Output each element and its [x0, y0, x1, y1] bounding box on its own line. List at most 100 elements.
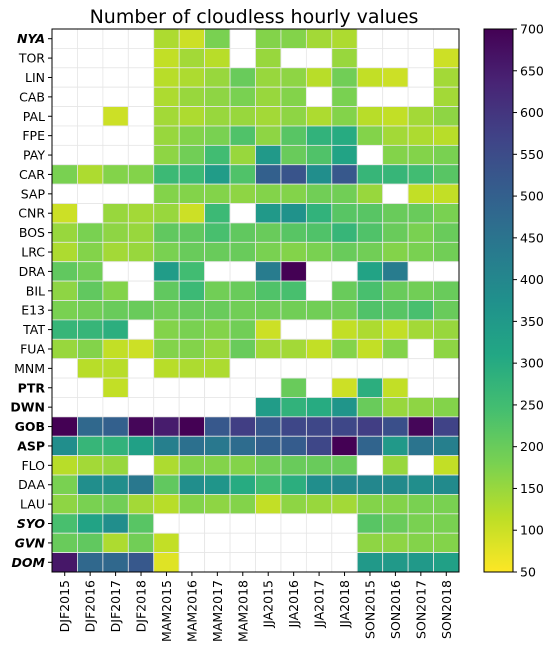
heatmap-cell — [153, 280, 180, 301]
heatmap-cell — [77, 222, 104, 243]
heatmap-cell — [433, 358, 460, 379]
heatmap-cell — [51, 358, 78, 379]
heatmap-cell — [255, 203, 282, 224]
heatmap-cell — [127, 203, 155, 224]
heatmap-cell — [229, 125, 256, 146]
heatmap-cell — [229, 86, 256, 107]
heatmap-cell — [77, 552, 104, 573]
heatmap-cell — [382, 319, 409, 340]
heatmap-cell — [204, 494, 231, 515]
heatmap-cell — [204, 164, 231, 185]
heatmap-cell — [102, 125, 129, 146]
heatmap-cell — [153, 183, 180, 204]
heatmap-cell — [204, 28, 231, 49]
heatmap-cell — [382, 455, 409, 476]
heatmap-cell — [433, 494, 460, 515]
heatmap-cell — [229, 144, 256, 166]
row-label: PAY — [23, 148, 45, 163]
heatmap-cell — [102, 358, 129, 379]
heatmap-cell — [382, 532, 409, 554]
heatmap-cell — [178, 532, 206, 554]
column-label: DJF2016 — [83, 580, 98, 632]
heatmap-cell — [77, 28, 104, 49]
heatmap-cell — [127, 241, 155, 263]
heatmap-cell — [153, 222, 180, 243]
heatmap-cell — [280, 552, 307, 573]
heatmap-cell — [77, 494, 104, 515]
heatmap-cell — [127, 513, 155, 534]
heatmap-cell — [229, 377, 256, 398]
heatmap-cell — [382, 183, 409, 204]
heatmap-cell — [433, 261, 460, 282]
heatmap-cell — [331, 494, 358, 515]
heatmap-cell — [204, 300, 231, 321]
heatmap-cell — [382, 397, 409, 418]
heatmap-cell — [305, 28, 333, 49]
heatmap-cell — [407, 416, 434, 437]
heatmap-cell — [305, 144, 333, 166]
heatmap-cell — [305, 513, 333, 534]
column-label: MAM2017 — [210, 580, 225, 642]
colorbar-tick-label: 400 — [520, 272, 544, 287]
heatmap-cell — [178, 300, 206, 321]
heatmap-cell — [305, 261, 333, 282]
heatmap-cell — [77, 416, 104, 437]
heatmap-cell — [331, 261, 358, 282]
colorbar-tick-label: 550 — [520, 147, 544, 162]
heatmap-cell — [51, 280, 78, 301]
heatmap-cell — [305, 222, 333, 243]
heatmap-cell — [356, 319, 384, 340]
heatmap-cell — [178, 319, 206, 340]
heatmap-cell — [178, 416, 206, 437]
heatmap-cell — [51, 67, 78, 88]
heatmap-cell — [255, 125, 282, 146]
heatmap-cell — [178, 338, 206, 360]
heatmap-cell — [382, 474, 409, 495]
heatmap-cell — [356, 552, 384, 573]
heatmap-cell — [178, 552, 206, 573]
heatmap-cell — [102, 144, 129, 166]
heatmap-cell — [255, 222, 282, 243]
heatmap-cell — [382, 280, 409, 301]
row-label: DWN — [10, 400, 45, 415]
heatmap-cell — [255, 377, 282, 398]
heatmap-cell — [229, 300, 256, 321]
heatmap-cell — [51, 164, 78, 185]
heatmap-cell — [305, 203, 333, 224]
heatmap-cell — [331, 416, 358, 437]
heatmap-cell — [305, 397, 333, 418]
heatmap-cell — [280, 377, 307, 398]
heatmap-cell — [51, 513, 78, 534]
heatmap-cell — [356, 222, 384, 243]
heatmap-cell — [280, 203, 307, 224]
heatmap-cell — [407, 358, 434, 379]
heatmap-cell — [178, 106, 206, 127]
heatmap-cell — [229, 47, 256, 69]
heatmap-cell — [382, 377, 409, 398]
heatmap-cell — [255, 552, 282, 573]
heatmap-cell — [229, 261, 256, 282]
heatmap-cell — [127, 377, 155, 398]
heatmap-cell — [229, 319, 256, 340]
column-label: JJA2015 — [261, 580, 276, 629]
colorbar-gradient — [483, 28, 514, 573]
heatmap-cell — [127, 164, 155, 185]
heatmap-cell — [331, 552, 358, 573]
heatmap-cell — [77, 67, 104, 88]
heatmap-cell — [305, 474, 333, 495]
heatmap-cell — [407, 222, 434, 243]
heatmap-cell — [305, 125, 333, 146]
heatmap-cell — [229, 203, 256, 224]
heatmap-cell — [204, 261, 231, 282]
heatmap-cell — [356, 377, 384, 398]
heatmap-cell — [77, 358, 104, 379]
heatmap-cell — [356, 47, 384, 69]
heatmap-cell — [407, 125, 434, 146]
heatmap-cell — [51, 494, 78, 515]
heatmap-cell — [331, 241, 358, 263]
heatmap-cell — [77, 377, 104, 398]
heatmap-cell — [204, 319, 231, 340]
heatmap-cell — [229, 435, 256, 457]
heatmap-cell — [102, 552, 129, 573]
column-label: MAM2016 — [184, 580, 199, 642]
